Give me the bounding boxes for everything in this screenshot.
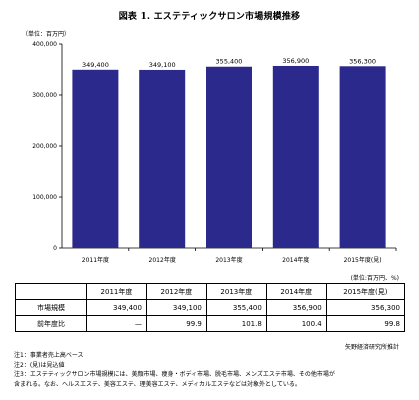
note-line: 注3：エステティックサロン市場規模には、美顔市場、痩身・ボディ市場、脱毛市場、メ… — [14, 371, 335, 378]
table-cell: 100.4 — [265, 315, 327, 332]
table-header-cell: 2011年度 — [86, 283, 147, 300]
table-cell: 349,100 — [145, 299, 207, 316]
bar — [139, 69, 186, 248]
y-tick-label: 0 — [53, 245, 57, 252]
x-tick-label: 2013年度 — [215, 256, 242, 264]
table-cell: 349,400 — [86, 299, 147, 316]
table-header-row: 2011年度 2012年度 2013年度 2014年度 2015年度(見) — [15, 283, 406, 300]
data-label: 355,400 — [216, 58, 243, 66]
y-tick-label: 400,000 — [32, 41, 57, 48]
table-row-market-size: 市場規模 349,400 349,100 355,400 356,900 356… — [15, 299, 406, 316]
note-line: 注1：事業者売上高ベース — [14, 352, 84, 359]
y-tick-label: 100,000 — [32, 194, 57, 201]
table-cell: 99.9 — [145, 315, 207, 332]
table-header-cell: 2015年度(見) — [325, 283, 406, 300]
table-cell: 99.8 — [325, 315, 406, 332]
y-tick-label: 300,000 — [32, 92, 57, 99]
x-tick-label: 2011年度 — [82, 256, 109, 264]
note-line: 注2：(見)は見込値 — [14, 361, 65, 369]
row-label: 前年度比 — [15, 315, 87, 332]
x-tick-label: 2015年度(見) — [344, 256, 382, 264]
data-label: 349,100 — [149, 61, 176, 69]
table-cell: 355,400 — [205, 299, 267, 316]
bar — [206, 66, 252, 248]
y-tick-label: 200,000 — [32, 143, 57, 150]
notes: 注1：事業者売上高ベース 注2：(見)は見込値 注3：エステティックサロン市場規… — [14, 351, 409, 389]
table-cell: 101.8 — [205, 315, 267, 332]
table-cell: 356,300 — [325, 299, 406, 316]
table-row-yoy: 前年度比 — 99.9 101.8 100.4 99.8 — [15, 315, 406, 332]
data-label: 356,300 — [349, 57, 376, 65]
y-unit-label: （単位：百万円） — [22, 30, 70, 38]
bar — [72, 69, 119, 248]
bar — [272, 65, 319, 248]
table-header-cell: 2013年度 — [205, 283, 267, 300]
table-unit-label: (単位:百万円、%) — [350, 275, 399, 282]
note-line: 含まれる。なお、ヘルスエステ、美容エステ、理美容エステ、メディカルエステなどは対… — [14, 380, 301, 388]
market-size-table: 2011年度 2012年度 2013年度 2014年度 2015年度(見) 市場… — [15, 283, 406, 332]
bar-chart: （単位：百万円） 0 100,000 200,000 300,000 400,000 349… — [22, 30, 397, 264]
table-cell: — — [86, 315, 147, 332]
x-tick-label: 2012年度 — [149, 256, 176, 264]
chart-title: 図表 1. エステティックサロン市場規模推移 — [118, 12, 301, 22]
table-cell: 356,900 — [265, 299, 327, 316]
data-label: 349,400 — [82, 61, 109, 69]
table-header-cell: 2014年度 — [265, 283, 327, 300]
bar — [339, 66, 386, 248]
table-header-cell — [15, 283, 87, 300]
table-header-cell: 2012年度 — [145, 283, 207, 300]
x-tick-label: 2014年度 — [282, 256, 309, 264]
source-credit: 矢野経済研究所推計 — [344, 344, 399, 351]
row-label: 市場規模 — [15, 299, 87, 316]
data-label: 356,900 — [282, 57, 309, 65]
